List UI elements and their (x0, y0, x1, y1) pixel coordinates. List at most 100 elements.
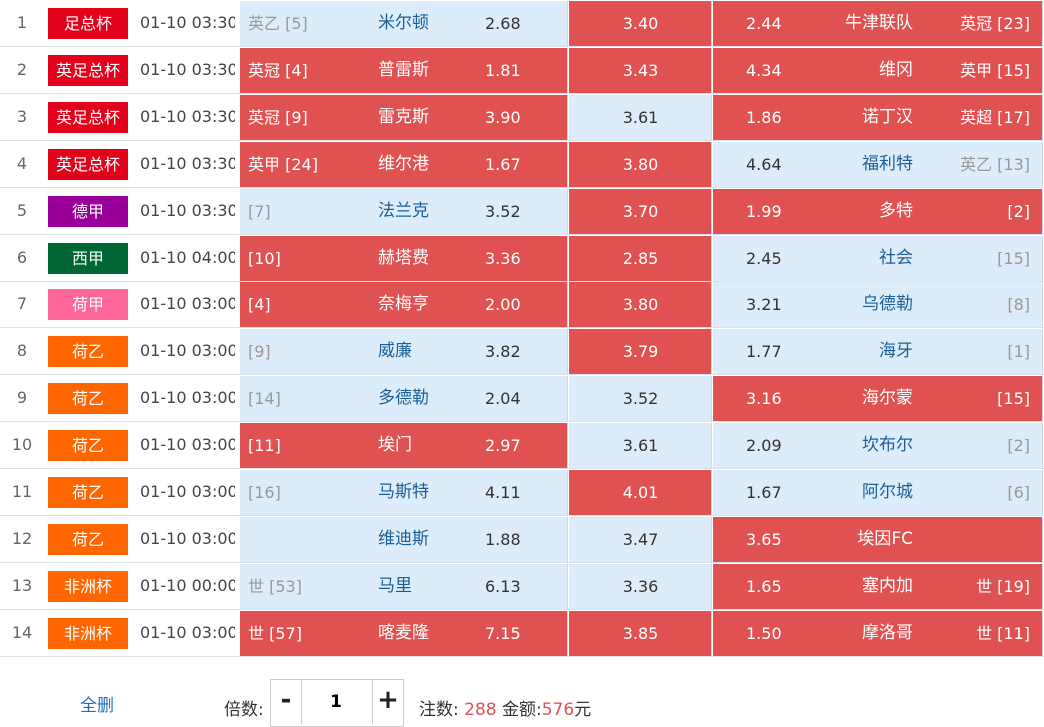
draw-option[interactable]: 3.47 (569, 517, 712, 562)
home-win-option[interactable]: [14] 多德勒 2.04 (240, 376, 568, 421)
away-rank: 英甲 [15] (960, 61, 1030, 80)
home-win-option[interactable]: 英乙 [5] 米尔顿 2.68 (240, 1, 568, 46)
home-win-option[interactable]: 英甲 [24] 维尔港 1.67 (240, 142, 568, 187)
away-win-option[interactable]: 3.21 乌德勒 [8] (713, 282, 1043, 327)
away-team: 海牙 (879, 341, 913, 361)
away-win-option[interactable]: 2.44 牛津联队 英冠 [23] (713, 1, 1043, 46)
home-team: 威廉 (378, 341, 412, 361)
away-odds: 1.77 (746, 342, 782, 361)
match-row: 9 荷乙 01-10 03:00 [14] 多德勒 2.04 3.52 3.16 海尔蒙 [15] (0, 375, 1044, 422)
away-win-option[interactable]: 4.64 福利特 英乙 [13] (713, 142, 1043, 187)
bet-summary: 注数: 288 金额:576元 (419, 695, 591, 720)
away-win-option[interactable]: 1.67 阿尔城 [6] (713, 470, 1043, 515)
match-time: 01-10 03:30 (140, 107, 235, 126)
away-team: 社会 (879, 248, 913, 268)
away-team: 坎布尔 (862, 435, 913, 455)
draw-option[interactable]: 3.61 (569, 95, 712, 140)
clear-all-link[interactable]: 全删 (80, 696, 114, 716)
match-time: 01-10 03:00 (140, 482, 235, 501)
home-win-option[interactable]: 英冠 [9] 雷克斯 3.90 (240, 95, 568, 140)
away-odds: 3.16 (746, 389, 782, 408)
home-odds: 1.88 (485, 530, 521, 549)
away-win-option[interactable]: 1.50 摩洛哥 世 [11] (713, 611, 1043, 656)
home-odds: 2.00 (485, 295, 521, 314)
home-team: 普雷斯 (378, 60, 429, 80)
draw-option[interactable]: 3.52 (569, 376, 712, 421)
away-rank: 英超 [17] (960, 108, 1030, 127)
away-odds: 2.45 (746, 249, 782, 268)
home-rank: [14] (248, 389, 281, 408)
away-team: 埃因FC (857, 529, 913, 549)
away-win-option[interactable]: 2.45 社会 [15] (713, 236, 1043, 281)
away-odds: 3.65 (746, 530, 782, 549)
match-index: 13 (11, 576, 33, 595)
home-win-option[interactable]: [9] 威廉 3.82 (240, 329, 568, 374)
draw-option[interactable]: 4.01 (569, 470, 712, 515)
away-win-option[interactable]: 1.99 多特 [2] (713, 189, 1043, 234)
away-win-option[interactable]: 2.09 坎布尔 [2] (713, 423, 1043, 468)
decrease-button[interactable]: - (271, 680, 302, 724)
match-row: 13 非洲杯 01-10 00:00 世 [53] 马里 6.13 3.36 1.65 塞内加 世… (0, 563, 1044, 610)
match-time: 01-10 03:30 (140, 13, 235, 32)
draw-option[interactable]: 3.80 (569, 282, 712, 327)
away-win-option[interactable]: 1.65 塞内加 世 [19] (713, 564, 1043, 609)
draw-odds: 3.80 (622, 155, 659, 174)
match-row: 14 非洲杯 01-10 03:00 世 [57] 喀麦隆 7.15 3.85 1.50 摩洛哥… (0, 610, 1044, 657)
away-rank: [6] (1007, 483, 1030, 502)
home-rank: [9] (248, 342, 271, 361)
home-team: 维尔港 (378, 154, 429, 174)
home-team: 米尔顿 (378, 13, 429, 33)
draw-option[interactable]: 3.40 (569, 1, 712, 46)
league-badge: 荷乙 (48, 430, 128, 461)
home-team: 维迪斯 (378, 529, 429, 549)
match-row: 11 荷乙 01-10 03:00 [16] 马斯特 4.11 4.01 1.67 阿尔城 [6] (0, 469, 1044, 516)
home-rank: 英乙 [5] (248, 14, 308, 33)
away-win-option[interactable]: 1.77 海牙 [1] (713, 329, 1043, 374)
draw-option[interactable]: 3.61 (569, 423, 712, 468)
away-odds: 4.64 (746, 155, 782, 174)
match-row: 12 荷乙 01-10 03:00 维迪斯 1.88 3.47 3.65 埃因FC (0, 516, 1044, 563)
away-team: 塞内加 (862, 576, 913, 596)
home-team: 赫塔费 (378, 248, 429, 268)
increase-button[interactable]: + (372, 680, 403, 724)
draw-odds: 2.85 (622, 249, 659, 268)
draw-option[interactable]: 3.85 (569, 611, 712, 656)
draw-option[interactable]: 3.36 (569, 564, 712, 609)
home-win-option[interactable]: [16] 马斯特 4.11 (240, 470, 568, 515)
match-time: 01-10 03:00 (140, 623, 235, 642)
league-badge: 荷乙 (48, 383, 128, 414)
match-index: 4 (16, 154, 28, 173)
match-time: 01-10 03:30 (140, 60, 235, 79)
away-win-option[interactable]: 4.34 维冈 英甲 [15] (713, 48, 1043, 93)
multiplier-input[interactable] (302, 680, 370, 724)
home-win-option[interactable]: [11] 埃门 2.97 (240, 423, 568, 468)
away-win-option[interactable]: 3.65 埃因FC (713, 517, 1043, 562)
away-odds: 1.99 (746, 202, 782, 221)
home-team: 喀麦隆 (378, 623, 429, 643)
match-index: 9 (16, 388, 28, 407)
draw-option[interactable]: 3.70 (569, 189, 712, 234)
draw-option[interactable]: 2.85 (569, 236, 712, 281)
away-win-option[interactable]: 3.16 海尔蒙 [15] (713, 376, 1043, 421)
home-odds: 1.67 (485, 155, 521, 174)
home-win-option[interactable]: 世 [53] 马里 6.13 (240, 564, 568, 609)
draw-odds: 3.61 (622, 436, 659, 455)
match-index: 8 (16, 341, 28, 360)
draw-option[interactable]: 3.79 (569, 329, 712, 374)
home-odds: 3.82 (485, 342, 521, 361)
away-win-option[interactable]: 1.86 诺丁汉 英超 [17] (713, 95, 1043, 140)
home-win-option[interactable]: 英冠 [4] 普雷斯 1.81 (240, 48, 568, 93)
away-odds: 1.65 (746, 577, 782, 596)
home-win-option[interactable]: [4] 奈梅亨 2.00 (240, 282, 568, 327)
home-win-option[interactable]: 世 [57] 喀麦隆 7.15 (240, 611, 568, 656)
home-win-option[interactable]: 维迪斯 1.88 (240, 517, 568, 562)
match-row: 8 荷乙 01-10 03:00 [9] 威廉 3.82 3.79 1.77 海牙 [1] (0, 328, 1044, 375)
home-win-option[interactable]: [7] 法兰克 3.52 (240, 189, 568, 234)
home-odds: 2.68 (485, 14, 521, 33)
home-win-option[interactable]: [10] 赫塔费 3.36 (240, 236, 568, 281)
draw-option[interactable]: 3.43 (569, 48, 712, 93)
away-odds: 3.21 (746, 295, 782, 314)
draw-option[interactable]: 3.80 (569, 142, 712, 187)
league-badge: 荷乙 (48, 524, 128, 555)
match-index: 7 (16, 294, 28, 313)
